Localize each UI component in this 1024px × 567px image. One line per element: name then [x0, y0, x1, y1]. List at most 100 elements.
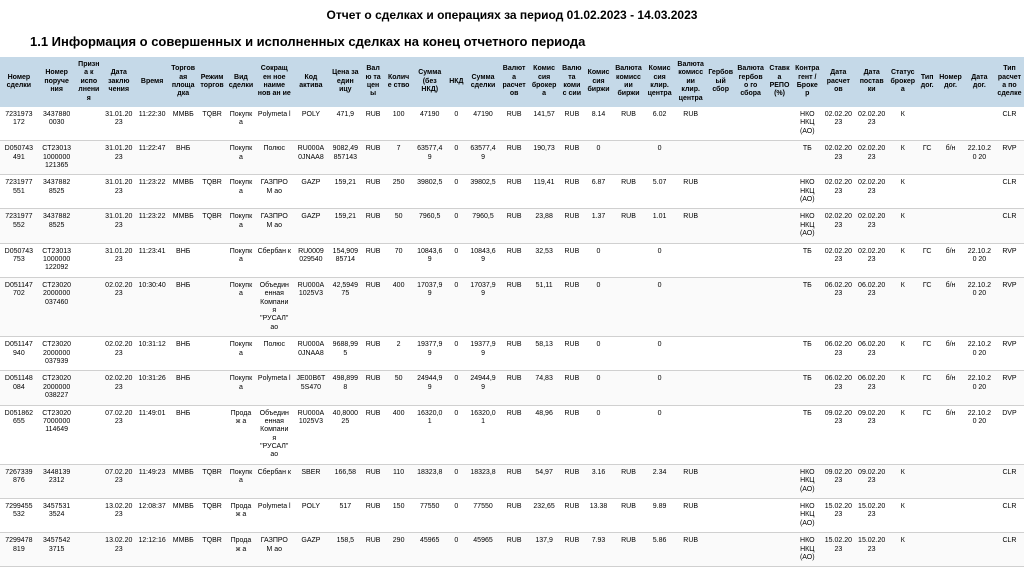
cell	[76, 533, 103, 567]
cell: ГАЗПРО М ао	[255, 533, 293, 567]
cell: RUB	[362, 337, 384, 371]
cell: TQBR	[198, 464, 227, 498]
cell: CLR	[995, 107, 1024, 141]
cell: RUB	[500, 141, 529, 175]
cell: 07.02.20 23	[102, 464, 135, 498]
cell: CLR	[995, 464, 1024, 498]
cell: Polymeta l	[255, 371, 293, 405]
cell: RUB	[675, 533, 706, 567]
section-title: 1.1 Информация о совершенных и исполненн…	[0, 30, 1024, 57]
cell: CT23013 1000000 121365	[38, 141, 76, 175]
column-header: Цена за един ицу	[329, 57, 362, 107]
cell: 07.02.20 23	[102, 405, 135, 464]
cell: К	[888, 107, 917, 141]
cell: RUB	[560, 499, 584, 533]
cell: 19377,9 9	[466, 337, 499, 371]
cell: 7	[384, 141, 413, 175]
cell: ММВБ	[169, 464, 198, 498]
cell	[766, 464, 793, 498]
cell: 9.89	[644, 499, 675, 533]
cell: К	[888, 243, 917, 277]
cell: НКО НКЦ (АО)	[793, 209, 822, 243]
column-header: Комис сия клир. центра	[644, 57, 675, 107]
cell: 50	[384, 371, 413, 405]
cell: 5.86	[644, 533, 675, 567]
cell: б/н	[937, 337, 964, 371]
cell: ГС	[917, 405, 937, 464]
cell: б/н	[937, 405, 964, 464]
cell: Покупка	[227, 371, 256, 405]
cell	[76, 277, 103, 336]
cell: 2	[384, 337, 413, 371]
cell	[76, 464, 103, 498]
cell	[964, 533, 995, 567]
cell: 15.02.20 23	[855, 533, 888, 567]
cell: ТБ	[793, 371, 822, 405]
cell: D051148 084	[0, 371, 38, 405]
cell: 3.16	[584, 464, 613, 498]
cell: 17037,9 9	[466, 277, 499, 336]
cell: 400	[384, 405, 413, 464]
cell: 7.93	[584, 533, 613, 567]
column-header: Комис сия биржи	[584, 57, 613, 107]
cell	[735, 533, 766, 567]
cell	[964, 499, 995, 533]
table-row: 7231973 1723437880 003031.01.20 2311:22:…	[0, 107, 1024, 141]
cell	[735, 277, 766, 336]
cell: К	[888, 277, 917, 336]
cell: RUB	[675, 107, 706, 141]
cell: 7960,5	[466, 209, 499, 243]
column-header: Контра гент / Брокер	[793, 57, 822, 107]
cell: ГС	[917, 277, 937, 336]
cell	[735, 464, 766, 498]
cell: Продаж а	[227, 499, 256, 533]
cell: Объедин енная Компани я "РУСАЛ" ао	[255, 405, 293, 464]
cell: RUB	[362, 277, 384, 336]
cell: 0	[446, 371, 466, 405]
cell: 16320,0 1	[413, 405, 446, 464]
cell: 13.02.20 23	[102, 533, 135, 567]
cell	[766, 277, 793, 336]
cell: ВНБ	[169, 243, 198, 277]
column-header: Валю та цены	[362, 57, 384, 107]
cell: 7267339 876	[0, 464, 38, 498]
table-row: 7299455 5323457531 352413.02.20 2312:08:…	[0, 499, 1024, 533]
cell: TQBR	[198, 209, 227, 243]
cell: ММВБ	[169, 175, 198, 209]
table-row: D050743 753CT23013 1000000 12209231.01.2…	[0, 243, 1024, 277]
cell: 0	[584, 141, 613, 175]
cell: 48,96	[529, 405, 560, 464]
cell: 0	[446, 464, 466, 498]
cell	[706, 371, 735, 405]
cell: RUB	[362, 141, 384, 175]
cell: 6.87	[584, 175, 613, 209]
cell: ММВБ	[169, 209, 198, 243]
cell: RUB	[560, 277, 584, 336]
table-row: D050743 491CT23013 1000000 12136531.01.2…	[0, 141, 1024, 175]
cell	[766, 371, 793, 405]
cell: К	[888, 499, 917, 533]
column-header: Комис сия брокер а	[529, 57, 560, 107]
cell: 22.10.20 20	[964, 337, 995, 371]
cell: 7960,5	[413, 209, 446, 243]
column-header: Номер сделки	[0, 57, 38, 107]
cell: 24944,9 9	[466, 371, 499, 405]
cell: 0	[644, 405, 675, 464]
column-header: Гербов ый сбор	[706, 57, 735, 107]
column-header: Призна к испо лнения	[76, 57, 103, 107]
cell: 0	[644, 337, 675, 371]
cell: 22.10.20 20	[964, 141, 995, 175]
cell: CLR	[995, 175, 1024, 209]
table-row: 7231977 5513437882 852531.01.20 2311:23:…	[0, 175, 1024, 209]
cell: RUB	[500, 175, 529, 209]
cell: Покупка	[227, 243, 256, 277]
cell	[917, 175, 937, 209]
cell	[675, 277, 706, 336]
cell: RUB	[675, 175, 706, 209]
column-header: Вид сделки	[227, 57, 256, 107]
cell: 119,41	[529, 175, 560, 209]
cell: Продаж а	[227, 533, 256, 567]
cell: НКО НКЦ (АО)	[793, 175, 822, 209]
cell: 11:49:01	[135, 405, 168, 464]
cell: 02.02.20 23	[822, 209, 855, 243]
